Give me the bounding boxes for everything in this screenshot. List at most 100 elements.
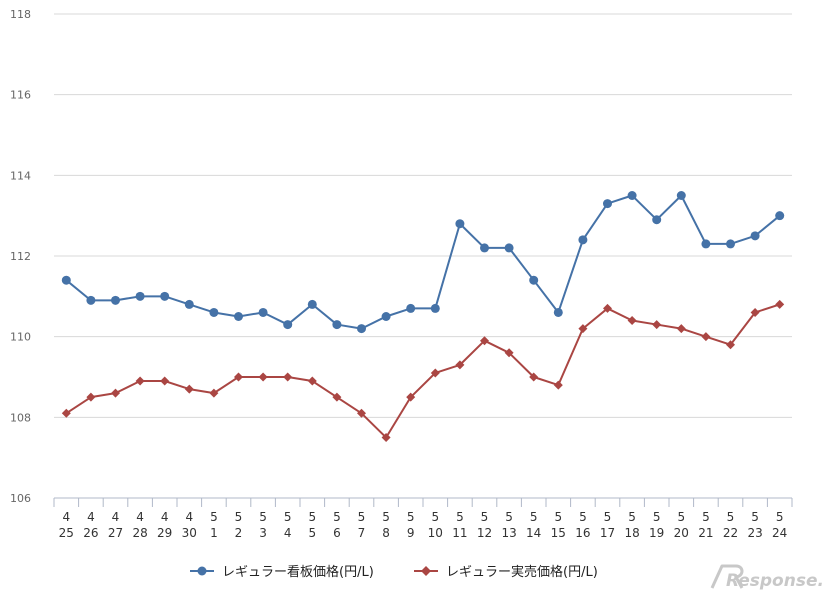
data-point[interactable] bbox=[111, 295, 120, 305]
data-point[interactable] bbox=[111, 388, 120, 398]
data-point[interactable] bbox=[160, 376, 170, 386]
data-point[interactable] bbox=[258, 372, 268, 382]
data-point[interactable] bbox=[86, 295, 96, 305]
data-point[interactable] bbox=[701, 332, 711, 342]
x-tick-day: 20 bbox=[674, 526, 689, 540]
data-point[interactable] bbox=[135, 376, 145, 386]
data-point[interactable] bbox=[455, 219, 465, 229]
x-tick-day: 3 bbox=[259, 526, 267, 540]
y-tick-label: 106 bbox=[10, 492, 31, 505]
data-point[interactable] bbox=[160, 291, 170, 301]
data-point[interactable] bbox=[553, 307, 563, 317]
x-tick-day: 6 bbox=[333, 526, 341, 540]
y-tick-label: 114 bbox=[10, 169, 31, 182]
data-point[interactable] bbox=[234, 312, 243, 321]
data-point[interactable] bbox=[553, 380, 563, 390]
data-point[interactable] bbox=[307, 376, 317, 386]
data-point[interactable] bbox=[529, 275, 539, 285]
legend-marker-circle-icon bbox=[197, 566, 207, 576]
data-point[interactable] bbox=[578, 324, 588, 334]
x-tick-month: 5 bbox=[702, 510, 710, 524]
grid-lines bbox=[54, 13, 792, 418]
data-point[interactable] bbox=[430, 368, 440, 378]
data-point[interactable] bbox=[652, 215, 662, 225]
x-tick-label: 5 13 bbox=[501, 510, 516, 540]
data-point[interactable] bbox=[676, 191, 686, 200]
data-point[interactable] bbox=[258, 307, 268, 317]
legend: レギュラー看板価格(円/L) レギュラー実売価格(円/L) bbox=[190, 564, 598, 580]
data-point[interactable] bbox=[480, 243, 489, 253]
data-point[interactable] bbox=[430, 303, 440, 313]
data-point[interactable] bbox=[406, 392, 416, 402]
x-tick-day: 29 bbox=[157, 526, 172, 540]
x-tick-label: 4 27 bbox=[108, 510, 123, 540]
x-tick-label: 4 28 bbox=[132, 510, 147, 540]
data-point[interactable] bbox=[357, 324, 366, 334]
data-point[interactable] bbox=[234, 372, 243, 382]
x-tick-day: 14 bbox=[526, 526, 541, 540]
data-point[interactable] bbox=[504, 348, 514, 358]
x-tick-month: 5 bbox=[431, 510, 439, 524]
data-point[interactable] bbox=[603, 199, 612, 209]
x-tick-label: 5 14 bbox=[526, 510, 541, 540]
data-point[interactable] bbox=[480, 336, 489, 346]
x-tick-day: 30 bbox=[182, 526, 197, 540]
x-tick-label: 5 22 bbox=[723, 510, 738, 540]
data-point[interactable] bbox=[652, 320, 662, 330]
x-tick-label: 4 25 bbox=[59, 510, 74, 540]
legend-item-actual[interactable]: レギュラー実売価格(円/L) bbox=[414, 564, 598, 580]
x-tick-month: 5 bbox=[505, 510, 513, 524]
data-point[interactable] bbox=[676, 324, 686, 334]
data-point[interactable] bbox=[627, 191, 637, 200]
data-point[interactable] bbox=[627, 316, 637, 326]
data-point[interactable] bbox=[332, 392, 342, 402]
x-tick-label: 4 30 bbox=[182, 510, 197, 540]
x-tick-label: 4 29 bbox=[157, 510, 172, 540]
data-point[interactable] bbox=[529, 372, 539, 382]
data-point[interactable] bbox=[307, 299, 317, 309]
data-point[interactable] bbox=[357, 408, 366, 418]
data-point[interactable] bbox=[701, 239, 711, 249]
x-tick-month: 5 bbox=[456, 510, 464, 524]
x-tick-month: 5 bbox=[382, 510, 390, 524]
data-point[interactable] bbox=[726, 239, 735, 249]
data-point[interactable] bbox=[750, 307, 760, 317]
data-point[interactable] bbox=[184, 384, 194, 394]
x-tick-month: 5 bbox=[481, 510, 489, 524]
data-point[interactable] bbox=[61, 408, 71, 418]
data-point[interactable] bbox=[406, 303, 416, 313]
data-point[interactable] bbox=[455, 360, 465, 370]
x-tick-day: 25 bbox=[59, 526, 74, 540]
x-tick-label: 5 21 bbox=[698, 510, 713, 540]
data-point[interactable] bbox=[775, 211, 785, 221]
data-point[interactable] bbox=[184, 299, 194, 309]
data-point[interactable] bbox=[504, 243, 514, 253]
x-tick-month: 5 bbox=[333, 510, 341, 524]
data-point[interactable] bbox=[381, 312, 391, 321]
data-point[interactable] bbox=[726, 340, 735, 350]
series-signboard bbox=[61, 191, 785, 334]
data-point[interactable] bbox=[332, 320, 342, 330]
data-point[interactable] bbox=[578, 235, 588, 245]
data-point[interactable] bbox=[283, 320, 293, 330]
x-tick-month: 5 bbox=[776, 510, 784, 524]
data-point[interactable] bbox=[135, 291, 145, 301]
data-point[interactable] bbox=[209, 307, 219, 317]
data-point[interactable] bbox=[283, 372, 293, 382]
data-point[interactable] bbox=[603, 303, 612, 313]
data-point[interactable] bbox=[775, 299, 785, 309]
legend-item-signboard[interactable]: レギュラー看板価格(円/L) bbox=[190, 564, 374, 580]
x-tick-month: 5 bbox=[579, 510, 587, 524]
x-tick-day: 22 bbox=[723, 526, 738, 540]
data-point[interactable] bbox=[209, 388, 219, 398]
data-point[interactable] bbox=[750, 231, 760, 241]
data-point[interactable] bbox=[381, 433, 391, 442]
data-point[interactable] bbox=[61, 275, 71, 285]
data-point[interactable] bbox=[86, 392, 96, 402]
x-tick-month: 4 bbox=[161, 510, 169, 524]
